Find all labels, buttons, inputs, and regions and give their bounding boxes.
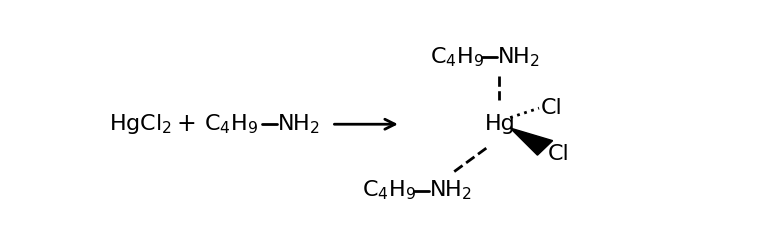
Text: Cl: Cl (541, 98, 563, 118)
Text: +: + (176, 112, 196, 136)
Text: NH$_2$: NH$_2$ (277, 112, 320, 136)
Text: C$_4$H$_9$: C$_4$H$_9$ (430, 45, 483, 69)
Text: HgCl$_2$: HgCl$_2$ (109, 112, 172, 136)
Text: NH$_2$: NH$_2$ (429, 179, 472, 202)
Text: C$_4$H$_9$: C$_4$H$_9$ (204, 112, 258, 136)
Text: C$_4$H$_9$: C$_4$H$_9$ (362, 179, 416, 202)
Text: NH$_2$: NH$_2$ (497, 45, 540, 69)
Text: Hg: Hg (485, 114, 516, 134)
Polygon shape (510, 128, 553, 155)
Text: Cl: Cl (548, 144, 570, 164)
